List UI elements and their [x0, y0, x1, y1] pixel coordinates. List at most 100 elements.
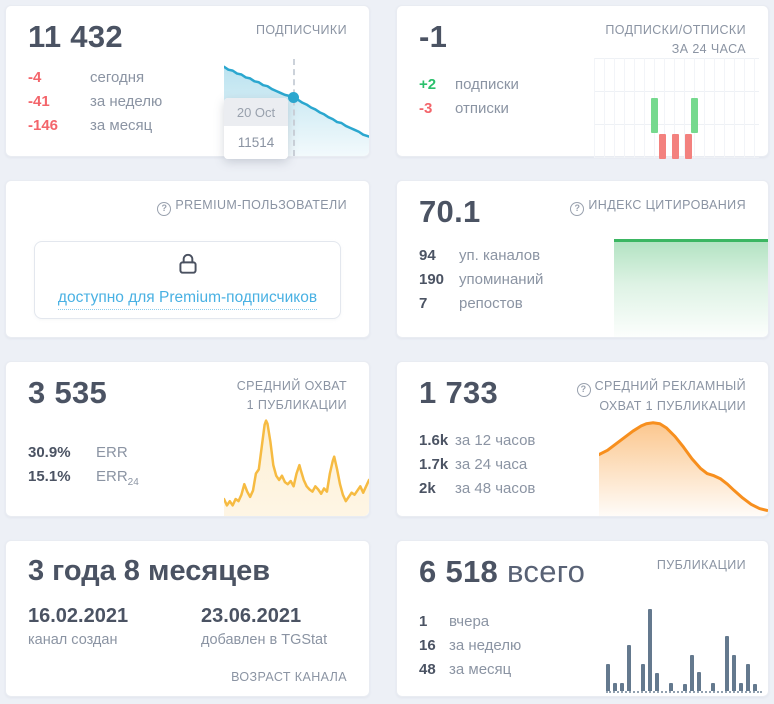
- avg-reach-chart-svg: [224, 410, 369, 516]
- stat-value: 2k: [419, 480, 436, 497]
- title-line: ЗА 24 ЧАСА: [671, 41, 746, 56]
- stat-value: 30.9%: [28, 444, 71, 461]
- stat-value: 7: [419, 295, 428, 312]
- publication-bar: [753, 683, 757, 691]
- stat-row: 2k за 48 часов: [419, 480, 535, 497]
- created-date: 16.02.2021: [28, 605, 129, 627]
- tooltip-date: 20 Oct: [224, 98, 288, 126]
- stat-row: -3 отписки: [419, 100, 519, 117]
- avg-ad-reach-value: 1 733: [419, 375, 499, 410]
- stat-value: -146: [28, 117, 59, 134]
- unsubscribe-bar: [659, 134, 666, 159]
- stat-label: за неделю: [90, 93, 163, 110]
- title-line: PREMIUM-ПОЛЬЗОВАТЕЛИ: [175, 198, 347, 212]
- subscribers-title: ПОДПИСЧИКИ: [255, 23, 347, 37]
- publication-bar: [683, 683, 687, 691]
- publication-bar: [627, 645, 631, 691]
- card-avg-reach: СРЕДНИЙ ОХВАТ 1 ПУБЛИКАЦИИ 3 535 30.9% E…: [5, 361, 370, 517]
- stat-row: 48 за месяц: [419, 661, 521, 678]
- stat-value: +2: [419, 76, 437, 93]
- card-publications: ПУБЛИКАЦИИ 6 518 всего 1 вчера 16 за нед…: [396, 540, 769, 697]
- subscribe-bar: [691, 98, 698, 133]
- avg-reach-title: СРЕДНИЙ ОХВАТ 1 ПУБЛИКАЦИИ: [237, 377, 347, 415]
- date-column: 23.06.2021 добавлен в TGStat: [201, 605, 374, 648]
- stat-label: сегодня: [90, 69, 145, 86]
- citation-chart[interactable]: [614, 239, 768, 337]
- added-date-label: добавлен в TGStat: [201, 632, 328, 648]
- title-line: ИНДЕКС ЦИТИРОВАНИЯ: [588, 198, 746, 212]
- card-subscribers: ПОДПИСЧИКИ 11 432 -4 сегодня -41 за неде…: [5, 5, 370, 159]
- subs-unsubs-total: -1: [419, 19, 448, 54]
- publications-title: ПУБЛИКАЦИИ: [656, 558, 746, 572]
- title-line: ОХВАТ 1 ПУБЛИКАЦИИ: [599, 398, 746, 413]
- stat-label: ERR: [96, 444, 128, 461]
- stat-value: 15.1%: [28, 468, 71, 485]
- premium-locked-box: доступно для Premium-подписчиков: [34, 241, 341, 319]
- publications-total: 6 518 всего: [419, 554, 585, 590]
- stat-label: упоминаний: [459, 271, 544, 288]
- created-date-label: канал создан: [28, 632, 118, 648]
- title-line: 1 ПУБЛИКАЦИИ: [246, 397, 347, 412]
- stat-label: подписки: [455, 76, 519, 93]
- stat-value: 1.6k: [419, 432, 449, 449]
- subs-unsubs-bars-chart[interactable]: [594, 58, 759, 159]
- publications-stats: 1 вчера 16 за неделю 48 за месяц: [419, 613, 521, 678]
- avg-ad-reach-title: ? СРЕДНИЙ РЕКЛАМНЫЙ ОХВАТ 1 ПУБЛИКАЦИИ: [576, 377, 746, 416]
- publications-bars-chart[interactable]: [606, 609, 762, 693]
- premium-title: ? PREMIUM-ПОЛЬЗОВАТЕЛИ: [157, 196, 347, 216]
- card-citation-index: ? ИНДЕКС ЦИТИРОВАНИЯ 70.1 94 уп. каналов …: [396, 180, 769, 338]
- stat-row: 16 за неделю: [419, 637, 521, 654]
- premium-subscription-link[interactable]: доступно для Premium-подписчиков: [57, 289, 318, 310]
- stat-row: -146 за месяц: [28, 117, 162, 134]
- title-line: СРЕДНИЙ ОХВАТ: [236, 379, 347, 393]
- publication-bar: [620, 682, 624, 691]
- subs-unsubs-title: ПОДПИСКИ/ОТПИСКИ ЗА 24 ЧАСА: [605, 21, 746, 59]
- stat-row: 1.7k за 24 часа: [419, 456, 535, 473]
- avg-ad-reach-stats: 1.6k за 12 часов 1.7k за 24 часа 2k за 4…: [419, 432, 535, 497]
- avg-reach-chart[interactable]: [224, 410, 369, 516]
- stat-row: 190 упоминаний: [419, 271, 543, 288]
- stat-label: отписки: [455, 100, 509, 117]
- card-subs-unsubs: ПОДПИСКИ/ОТПИСКИ ЗА 24 ЧАСА -1 +2 подпис…: [396, 5, 769, 159]
- stat-label: вчера: [449, 613, 490, 630]
- title-line: СРЕДНИЙ РЕКЛАМНЫЙ: [594, 379, 746, 393]
- publication-bar: [746, 663, 750, 691]
- stat-label: за месяц: [90, 117, 153, 134]
- publication-bar: [641, 663, 645, 691]
- stat-row: -41 за неделю: [28, 93, 162, 110]
- stat-row: 30.9% ERR: [28, 444, 139, 461]
- publication-bar: [613, 682, 617, 691]
- stat-label: за неделю: [449, 637, 522, 654]
- stat-row: +2 подписки: [419, 76, 519, 93]
- publication-bar: [655, 672, 659, 691]
- tooltip-value: 11514: [224, 126, 288, 159]
- lock-icon: [175, 251, 201, 282]
- unsubscribe-bar: [685, 134, 692, 159]
- channel-age-value: 3 года 8 месяцев: [28, 555, 271, 587]
- publication-bar: [606, 663, 610, 691]
- added-date: 23.06.2021: [201, 605, 302, 627]
- publication-bar: [711, 682, 715, 691]
- stat-value: 1: [419, 613, 428, 630]
- publication-bar: [739, 682, 743, 691]
- stat-row: 15.1% ERR24: [28, 468, 139, 491]
- stat-value: 48: [419, 661, 436, 678]
- chart-tooltip: 20 Oct 11514: [224, 98, 288, 159]
- title-line: ПОДПИСКИ/ОТПИСКИ: [605, 23, 746, 37]
- channel-age-dates: 16.02.2021 канал создан 23.06.2021 добав…: [28, 605, 374, 648]
- publication-bar: [690, 654, 694, 691]
- stat-value: 94: [419, 247, 436, 264]
- help-icon[interactable]: ?: [570, 201, 585, 216]
- help-icon[interactable]: ?: [157, 201, 172, 216]
- subscribers-stats: -4 сегодня -41 за неделю -146 за месяц: [28, 69, 162, 134]
- help-icon[interactable]: ?: [576, 382, 591, 397]
- publication-bar: [732, 654, 736, 691]
- stat-label: уп. каналов: [459, 247, 541, 264]
- hover-crosshair-line: [293, 59, 295, 156]
- stat-row: 1 вчера: [419, 613, 521, 630]
- subscribe-bar: [651, 98, 658, 133]
- stat-label: ERR24: [96, 468, 139, 488]
- avg-ad-reach-chart[interactable]: [599, 410, 768, 516]
- publication-bar: [697, 672, 701, 691]
